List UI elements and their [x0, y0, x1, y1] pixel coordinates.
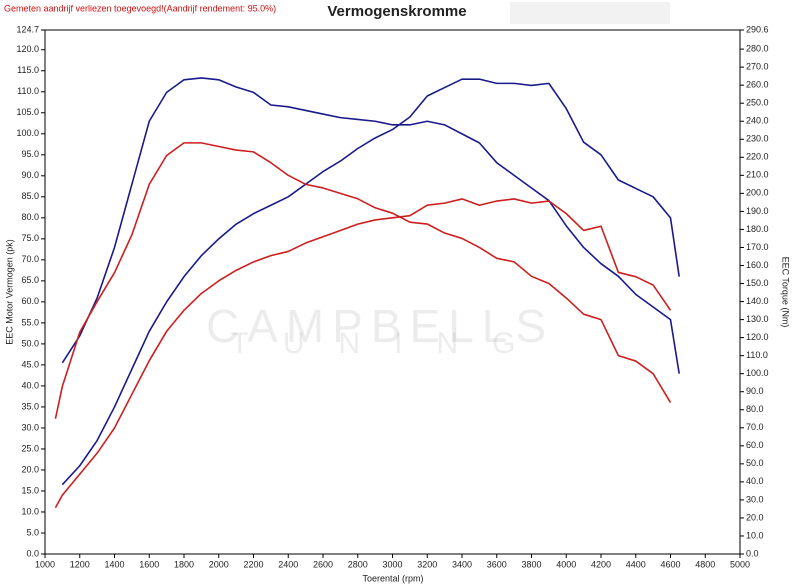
- y-tick-label: 60.0: [21, 296, 39, 306]
- y2-tick-label: 280.0: [746, 43, 769, 53]
- y-tick-label: 0.0: [26, 548, 39, 558]
- x-tick-label: 1800: [174, 559, 194, 569]
- x-tick-label: 1400: [104, 559, 124, 569]
- y2-tick-label: 20.0: [746, 512, 764, 522]
- x-tick-label: 4600: [660, 559, 680, 569]
- x-tick-label: 3600: [487, 559, 507, 569]
- y2-tick-label: 90.0: [746, 386, 764, 396]
- x-tick-label: 4800: [695, 559, 715, 569]
- x-tick-label: 4000: [556, 559, 576, 569]
- y-tick-label: 124.7: [16, 24, 39, 34]
- y-tick-label: 50.0: [21, 338, 39, 348]
- x-tick-label: 2000: [209, 559, 229, 569]
- y2-tick-label: 110.0: [746, 350, 768, 360]
- y-tick-label: 95.0: [21, 149, 39, 159]
- y2-tick-label: 120.0: [746, 332, 769, 342]
- y2-tick-label: 100.0: [746, 368, 769, 378]
- y2-tick-label: 160.0: [746, 260, 769, 270]
- y2-tick-label: 290.6: [746, 24, 769, 34]
- series-line: [54, 198, 672, 509]
- y-tick-label: 100.0: [16, 128, 39, 138]
- y2-tick-label: 180.0: [746, 224, 769, 234]
- y-tick-label: 55.0: [21, 317, 39, 327]
- y2-tick-label: 210.0: [746, 170, 769, 180]
- note: Gemeten aandrijf verliezen toegevoegd!(A…: [4, 3, 276, 13]
- x-tick-label: 2400: [278, 559, 298, 569]
- y-tick-label: 115.0: [17, 65, 39, 75]
- watermark: TUNING: [231, 327, 550, 360]
- x-tick-label: 1600: [139, 559, 159, 569]
- x-tick-label: 2800: [348, 559, 368, 569]
- y-tick-label: 10.0: [21, 506, 39, 516]
- y-tick-label: 75.0: [21, 233, 39, 243]
- y2-tick-label: 60.0: [746, 440, 764, 450]
- x-tick-label: 3200: [417, 559, 437, 569]
- y-tick-label: 40.0: [21, 380, 39, 390]
- x-tick-label: 3000: [382, 559, 402, 569]
- y2-tick-label: 80.0: [746, 404, 764, 414]
- y2-tick-label: 260.0: [746, 80, 769, 90]
- x-tick-label: 2200: [243, 559, 263, 569]
- x-axis-label: Toerental (rpm): [362, 573, 423, 583]
- series-line: [61, 78, 680, 486]
- y2-tick-label: 220.0: [746, 152, 769, 162]
- y-tick-label: 70.0: [21, 254, 39, 264]
- y2-tick-label: 0.0: [746, 548, 759, 558]
- y2-tick-label: 200.0: [746, 188, 769, 198]
- y2-tick-label: 170.0: [746, 242, 769, 252]
- y-tick-label: 35.0: [21, 401, 39, 411]
- y2-tick-label: 150.0: [746, 278, 769, 288]
- y2-tick-label: 230.0: [746, 134, 769, 144]
- y2-tick-label: 50.0: [746, 458, 764, 468]
- y2-axis-label: EEC Torque (Nm): [781, 257, 791, 328]
- y2-tick-label: 140.0: [746, 296, 769, 306]
- y2-tick-label: 30.0: [746, 494, 764, 504]
- series-line: [54, 142, 672, 419]
- x-tick-label: 5000: [730, 559, 750, 569]
- y-tick-label: 110.0: [17, 86, 39, 96]
- y2-tick-label: 250.0: [746, 98, 769, 108]
- y-tick-label: 30.0: [21, 422, 39, 432]
- y2-tick-label: 70.0: [746, 422, 764, 432]
- y2-tick-label: 10.0: [746, 530, 764, 540]
- x-tick-label: 4200: [591, 559, 611, 569]
- y-tick-label: 5.0: [26, 527, 39, 537]
- x-tick-label: 3800: [521, 559, 541, 569]
- y2-tick-label: 190.0: [746, 206, 769, 216]
- chart-title: Vermogenskromme: [327, 3, 466, 20]
- y-tick-label: 45.0: [21, 359, 39, 369]
- x-tick-label: 4400: [626, 559, 646, 569]
- y2-tick-label: 40.0: [746, 476, 764, 486]
- y-axis-label: EEC Motor Vermogen (pk): [4, 239, 14, 345]
- y2-tick-label: 270.0: [746, 62, 769, 72]
- header-box: [510, 2, 670, 24]
- watermark: CAMPBELLS: [206, 300, 554, 352]
- x-tick-label: 2600: [313, 559, 333, 569]
- y-tick-label: 85.0: [21, 191, 39, 201]
- y-tick-label: 25.0: [21, 443, 39, 453]
- x-tick-label: 1000: [35, 559, 55, 569]
- y-tick-label: 80.0: [21, 212, 39, 222]
- y-tick-label: 15.0: [21, 485, 39, 495]
- y-tick-label: 120.0: [16, 44, 39, 54]
- y-tick-label: 20.0: [21, 464, 39, 474]
- x-tick-label: 3400: [452, 559, 472, 569]
- y-tick-label: 90.0: [21, 170, 39, 180]
- y2-tick-label: 240.0: [746, 116, 769, 126]
- y2-tick-label: 130.0: [746, 314, 769, 324]
- y-tick-label: 105.0: [16, 107, 39, 117]
- y-tick-label: 65.0: [21, 275, 39, 285]
- series-line: [61, 77, 680, 374]
- x-tick-label: 1200: [70, 559, 90, 569]
